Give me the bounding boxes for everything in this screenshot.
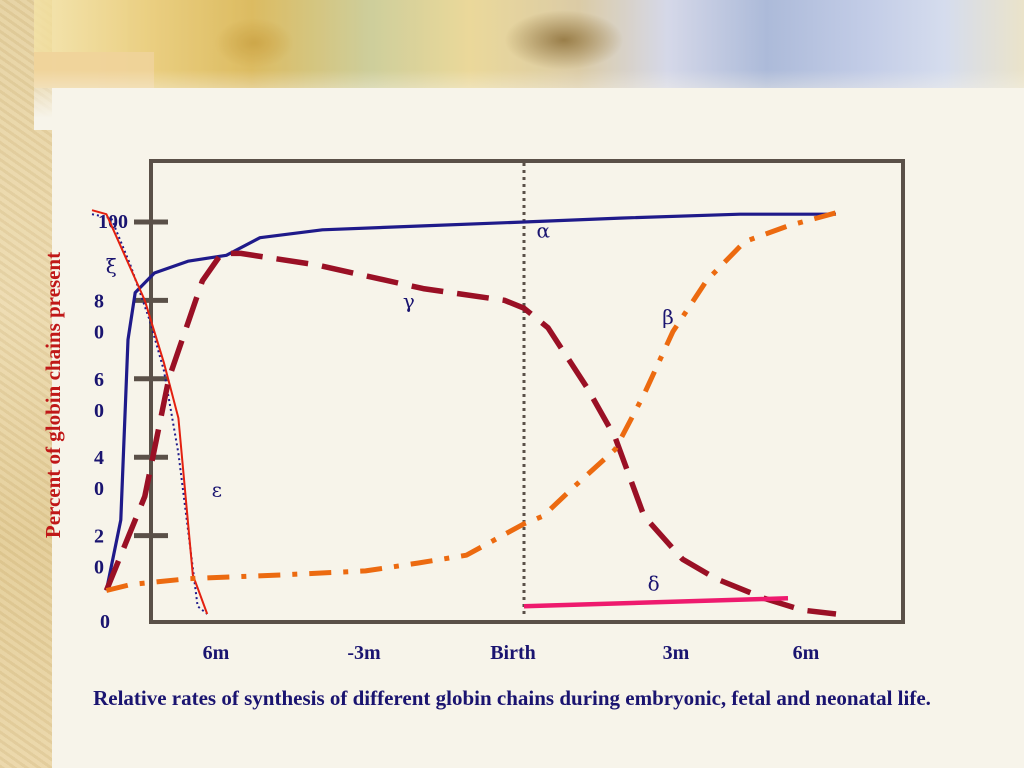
y-tick-label: 100 — [98, 211, 128, 233]
series-line-beta — [105, 207, 847, 593]
banner-leaf-decoration — [214, 18, 294, 68]
series-labels: α ξ ε γ β δ — [106, 219, 674, 596]
series-label-epsilon: ε — [212, 477, 222, 501]
chart-caption: Relative rates of synthesis of different… — [93, 686, 931, 710]
series-label-delta: δ — [648, 571, 660, 595]
x-tick-label: 6m — [203, 642, 230, 664]
x-tick-label: Birth — [490, 642, 536, 664]
y-tick-label: 0 — [100, 611, 110, 633]
series-line-alpha — [104, 212, 836, 591]
x-tick-label: 6m — [793, 642, 820, 664]
series-line-delta — [523, 596, 789, 609]
series-label-alpha: α — [536, 219, 550, 243]
x-tick-label: 3m — [663, 642, 690, 664]
series-line-epsilon — [91, 209, 209, 615]
x-tick-label: -3m — [347, 642, 381, 664]
series-label-xi: ξ — [106, 254, 117, 278]
series-line-gamma — [103, 250, 837, 617]
banner-fade — [34, 70, 1024, 130]
series-line-xi — [91, 213, 208, 615]
x-axis-ticks: 6m -3m Birth 3m 6m — [203, 642, 820, 664]
y-axis-label: Percent of globin chains present — [41, 252, 65, 538]
series-label-beta: β — [662, 305, 674, 329]
series-label-gamma: γ — [403, 289, 415, 313]
plot-frame — [149, 159, 905, 624]
banner-leaf-decoration — [504, 10, 624, 70]
series-layer — [91, 207, 847, 617]
